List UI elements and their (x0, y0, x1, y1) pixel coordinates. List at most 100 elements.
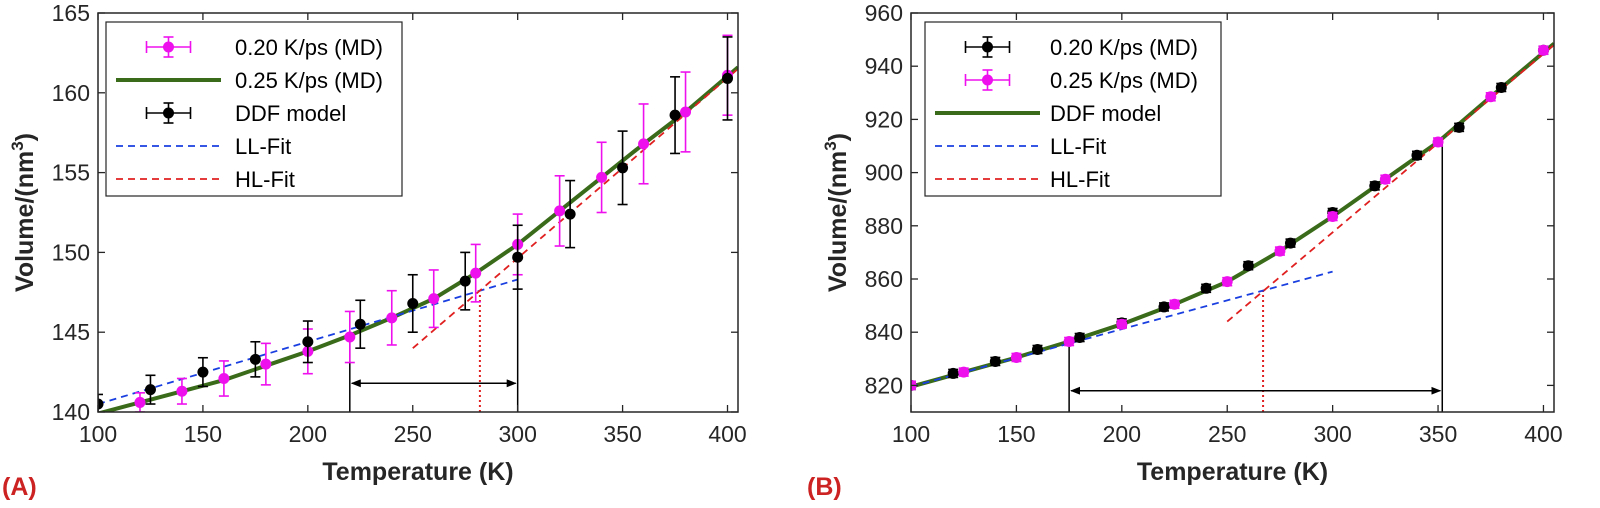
data-marker (1031, 343, 1043, 355)
y-tick-label: 820 (865, 372, 903, 398)
data-marker (218, 372, 230, 384)
data-marker (1495, 81, 1507, 93)
legend-box (924, 21, 1222, 197)
series-point-ddf-model (249, 340, 261, 378)
data-marker (302, 336, 314, 348)
legend-item: LL-Fit (116, 134, 291, 159)
x-tick-label: 350 (1419, 421, 1457, 447)
data-marker (669, 109, 681, 121)
series-point-0-25-k-ps-md- (1116, 318, 1128, 330)
data-marker (958, 366, 970, 378)
series-point-0-20-k-ps-md- (1411, 149, 1423, 161)
legend-item: 0.25 K/ps (MD) (116, 68, 383, 93)
legend-label: 0.20 K/ps (MD) (235, 35, 383, 60)
y-tick-label: 140 (52, 399, 90, 425)
series-point-0-25-k-ps-md- (1432, 136, 1444, 148)
legend-marker (982, 74, 993, 86)
x-tick-label: 100 (892, 421, 930, 447)
series-point-0-20-k-ps-md- (554, 174, 566, 247)
plot-area-b (911, 42, 1554, 412)
series-point-0-20-k-ps-md- (1074, 332, 1086, 344)
series-point-ddf-model (407, 273, 419, 334)
y-axis-label-main: Volume/(nm (824, 151, 852, 292)
data-marker (260, 358, 272, 370)
series-point-ddf-model (669, 76, 681, 155)
data-marker (617, 162, 629, 174)
data-marker (344, 331, 356, 343)
y-tick-label: 165 (52, 0, 90, 26)
y-axis-label-close: ) (824, 133, 852, 141)
x-tick-label: 150 (997, 421, 1035, 447)
y-axis-label-superscript: 3 (8, 141, 27, 150)
series-point-0-20-k-ps-md- (1242, 260, 1254, 272)
x-tick-label: 150 (184, 421, 222, 447)
data-marker (596, 171, 608, 183)
legend-item: 0.20 K/ps (MD) (964, 35, 1198, 60)
data-marker (249, 353, 261, 365)
series-point-0-25-k-ps-md- (1221, 276, 1233, 288)
data-marker (722, 72, 734, 84)
series-point-0-25-k-ps-md- (1485, 91, 1497, 103)
series-point-0-20-k-ps-md- (1200, 282, 1212, 294)
y-tick-label: 960 (865, 0, 903, 26)
chart-panel-b: 100 150 200 250 300 350 400 820 840 860 880 900 920 9… (807, 0, 1563, 501)
legend-item: DDF model (145, 101, 346, 126)
panel-label: (A) (2, 473, 37, 501)
data-marker (1169, 298, 1181, 310)
series-point-0-25-k-ps-md- (1379, 173, 1391, 185)
y-axis-label-close: ) (11, 133, 39, 141)
data-marker (564, 208, 576, 220)
data-marker (134, 396, 146, 408)
data-marker (470, 267, 482, 279)
data-marker (680, 106, 692, 118)
data-marker (428, 293, 440, 305)
data-marker (1411, 149, 1423, 161)
series-point-ddf-model (98, 393, 104, 412)
y-axis-label-main: Volume/(nm (11, 151, 39, 292)
data-marker (947, 367, 959, 379)
series-point-0-20-k-ps-md- (680, 71, 692, 153)
x-tick-label: 100 (79, 421, 117, 447)
y-tick-label: 880 (865, 213, 903, 239)
y-tick-label: 900 (865, 160, 903, 186)
data-marker (1284, 237, 1296, 249)
data-marker (1432, 136, 1444, 148)
data-marker (407, 297, 419, 309)
data-marker (1379, 173, 1391, 185)
legend-box (105, 21, 403, 197)
legend-label: HL-Fit (235, 167, 295, 192)
y-tick-label: 920 (865, 106, 903, 132)
y-tick-label: 155 (52, 160, 90, 186)
y-axis-label: Volume/(nm3) (8, 133, 39, 292)
data-marker (1116, 318, 1128, 330)
x-tick-label: 250 (394, 421, 432, 447)
series-point-0-20-k-ps-md- (638, 103, 650, 185)
legend-b: 0.20 K/ps (MD) 0.25 K/ps (MD) DDF model LL-… (924, 21, 1222, 197)
y-tick-label: 145 (52, 319, 90, 345)
data-marker (989, 355, 1001, 367)
x-tick-label: 400 (1524, 421, 1562, 447)
legend-marker (982, 41, 993, 53)
data-marker (1537, 44, 1549, 56)
data-marker (1010, 351, 1022, 363)
series-point-0-25-k-ps-md- (1169, 298, 1181, 310)
series-point-0-20-k-ps-md- (428, 269, 440, 329)
y-axis-label-superscript: 3 (821, 141, 840, 150)
series-point-0-25-k-ps-md- (1010, 351, 1022, 363)
y-tick-label: 160 (52, 80, 90, 106)
legend-label: LL-Fit (235, 134, 291, 159)
legend-label: DDF model (1050, 101, 1161, 126)
x-tick-label: 350 (603, 421, 641, 447)
legend-marker (163, 41, 174, 53)
data-marker (1485, 91, 1497, 103)
panel-label: (B) (807, 473, 842, 501)
legend-item: 0.20 K/ps (MD) (145, 35, 383, 60)
data-marker (512, 251, 524, 263)
x-tick-label: 200 (1103, 421, 1141, 447)
series-point-0-20-k-ps-md- (989, 355, 1001, 367)
x-tick-label: 300 (1313, 421, 1351, 447)
series-point-0-20-k-ps-md- (344, 310, 356, 364)
data-marker (1453, 121, 1465, 133)
series-point-ddf-model (459, 251, 471, 311)
